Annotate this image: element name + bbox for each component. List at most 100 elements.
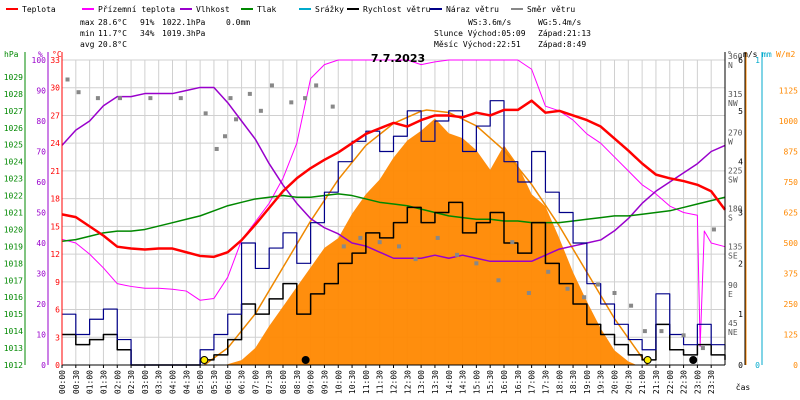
tick-label-wm2: 750	[784, 178, 799, 187]
tick-label-hpa: 1024	[4, 158, 23, 167]
tick-label-hpa: 1023	[4, 175, 23, 184]
tick-label-ms: 1	[738, 310, 743, 319]
moonset-marker	[301, 356, 310, 364]
x-tick-label: 00:30	[72, 370, 81, 394]
tick-label-ms: 0	[738, 361, 743, 370]
wind-dir-point	[595, 282, 600, 287]
tick-label-hpa: 1014	[4, 327, 23, 336]
tick-label-deg: 360	[728, 52, 743, 61]
tick-label-deg: 315	[728, 90, 743, 99]
x-tick-label: 04:00	[169, 370, 178, 394]
tick-label-hpa: 1017	[4, 276, 23, 285]
x-tick-label: 10:00	[334, 370, 343, 394]
tick-label-deg: 135	[728, 243, 743, 252]
wind-dir-point	[526, 290, 531, 295]
wind-dir-point	[289, 100, 294, 105]
tick-label-pct: 30	[36, 270, 46, 279]
tick-label-dir: W	[728, 137, 733, 146]
wind-dir-point	[681, 333, 686, 338]
tick-label-wm2: 1000	[779, 117, 798, 126]
tick-label-degc: 30	[50, 84, 60, 93]
x-tick-label: 18:00	[555, 370, 564, 394]
wind-dir-point	[95, 96, 100, 101]
sunset-marker	[643, 356, 652, 364]
tick-label-hpa: 1018	[4, 259, 23, 268]
x-tick-label: 11:00	[362, 370, 371, 394]
tick-label-pct: 40	[36, 239, 46, 248]
x-unit-label: čas	[736, 382, 751, 392]
tick-label-wm2: 125	[784, 331, 799, 340]
tick-label-wm2: 375	[784, 270, 799, 279]
x-tick-label: 02:00	[113, 370, 122, 394]
wind-dir-point	[413, 257, 418, 262]
stats-min-label: min	[80, 29, 95, 38]
wind-dir-point	[258, 108, 263, 113]
tick-label-hpa: 1016	[4, 293, 23, 302]
stats-min-temp: 11.7°C	[98, 29, 127, 38]
x-tick-label: 05:30	[210, 370, 219, 394]
x-tick-label: 17:00	[528, 370, 537, 394]
wind-dir-point	[659, 329, 664, 334]
tick-label-hpa: 1021	[4, 209, 23, 218]
wind-dir-point	[234, 117, 239, 122]
tick-label-degc: 9	[55, 278, 60, 287]
tick-label-mm: 1	[755, 56, 760, 65]
x-tick-label: 15:30	[486, 370, 495, 394]
tick-label-dir: SE	[728, 252, 738, 261]
wind-dir-point	[435, 235, 440, 240]
tick-label-degc: 33	[50, 56, 60, 65]
tick-label-hpa: 1022	[4, 192, 23, 201]
wind-dir-point	[612, 290, 617, 295]
wind-dir-point	[65, 77, 70, 82]
solar-area	[224, 118, 637, 365]
tick-label-pct: 10	[36, 331, 46, 340]
stats-max-label: max	[80, 18, 95, 27]
wind-dir-point	[642, 329, 647, 334]
x-tick-label: 21:30	[652, 370, 661, 394]
x-tick-label: 19:30	[597, 370, 606, 394]
wind-dir-point	[148, 96, 153, 101]
wind-dir-point	[629, 303, 634, 308]
stats-avg-temp: 20.8°C	[98, 40, 127, 49]
legend-label: Teplota	[22, 5, 56, 14]
x-tick-label: 18:30	[569, 370, 578, 394]
wind-dir-point	[377, 240, 382, 245]
wind-dir-point	[546, 269, 551, 274]
series-line-náraz-větru	[62, 100, 726, 366]
tick-label-deg: 225	[728, 166, 743, 175]
legend-label: Rychlost větru	[363, 5, 431, 14]
legend-label: Vlhkost	[196, 5, 230, 14]
tick-label-dir: NW	[728, 99, 738, 108]
wind-dir-point	[247, 91, 252, 96]
x-tick-label: 08:00	[279, 370, 288, 394]
tick-label-hpa: 1019	[4, 242, 23, 251]
moonrise-marker	[689, 356, 698, 364]
wind-dir-point	[76, 90, 81, 95]
wind-dir-point	[178, 96, 183, 101]
tick-label-ms: 2	[738, 259, 743, 268]
tick-label-pct: 90	[36, 87, 46, 96]
tick-label-hpa: 1025	[4, 141, 23, 150]
legend: Teplota Přízemní teplota Vlhkost Tlak Srážky…	[6, 5, 575, 14]
axes-layer: 1012101310141015101610171018101910201021…	[4, 50, 798, 394]
wind-dir-point	[214, 146, 219, 151]
axis-unit-pct: %	[38, 50, 43, 59]
tick-label-degc: 21	[50, 167, 60, 176]
tick-label-dir: SW	[728, 175, 738, 184]
stats-min-press: 1019.3hPa	[162, 29, 206, 38]
x-tick-label: 09:00	[307, 370, 316, 394]
wind-dir-point	[711, 227, 716, 232]
x-tick-label: 23:00	[693, 370, 702, 394]
x-tick-label: 05:00	[196, 370, 205, 394]
tick-label-wm2: 1125	[779, 87, 798, 96]
sun-info-block: WS:3.6m/s WG:5.4m/s Slunce Východ:05:09 …	[434, 18, 591, 49]
tick-label-hpa: 1015	[4, 310, 23, 319]
x-tick-label: 13:30	[431, 370, 440, 394]
x-tick-label: 01:30	[99, 370, 108, 394]
tick-label-dir: S	[728, 214, 733, 223]
stats-max-temp: 28.6°C	[98, 18, 127, 27]
tick-label-ms: 3	[738, 209, 743, 218]
tick-label-dir: N	[728, 61, 733, 70]
marker-layer	[200, 356, 698, 364]
wind-dir-point	[330, 104, 335, 109]
